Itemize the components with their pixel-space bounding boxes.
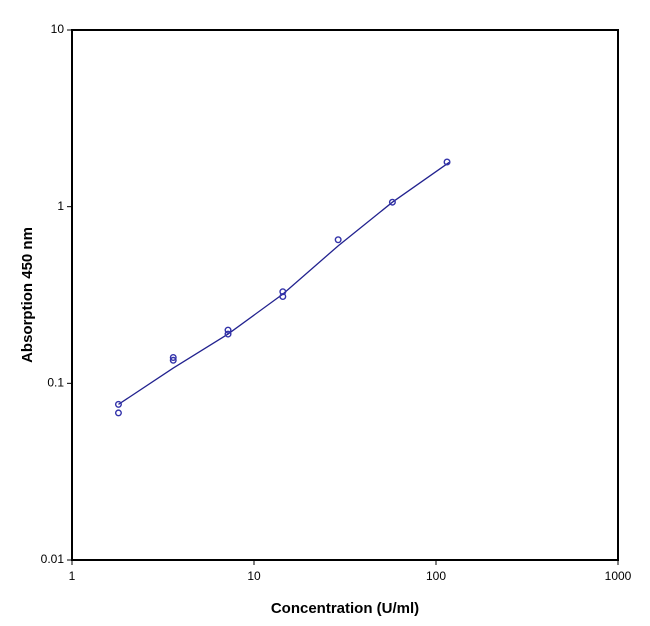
data-point: [279, 288, 287, 296]
x-tick-label: 1000: [605, 569, 632, 583]
x-tick-label: 1: [69, 569, 76, 583]
data-point: [224, 326, 232, 334]
data-point: [114, 409, 122, 417]
data-point: [224, 330, 232, 338]
x-tick-label: 100: [426, 569, 446, 583]
y-tick-label: 0.01: [41, 552, 65, 566]
data-point: [114, 400, 122, 408]
data-point: [279, 293, 287, 301]
data-point: [169, 354, 177, 362]
plot-frame: [71, 29, 619, 561]
y-axis-title: Absorption 450 nm: [19, 227, 36, 363]
y-tick-label: 10: [51, 22, 65, 36]
x-axis-title: Concentration (U/ml): [271, 600, 419, 617]
data-point: [334, 236, 342, 244]
x-tick-label: 10: [247, 569, 261, 583]
fit-curve: [118, 161, 450, 405]
y-tick-label: 1: [57, 199, 64, 213]
data-point: [388, 198, 396, 206]
y-tick-label: 0.1: [47, 376, 64, 390]
data-point: [443, 158, 451, 166]
data-point: [169, 356, 177, 364]
